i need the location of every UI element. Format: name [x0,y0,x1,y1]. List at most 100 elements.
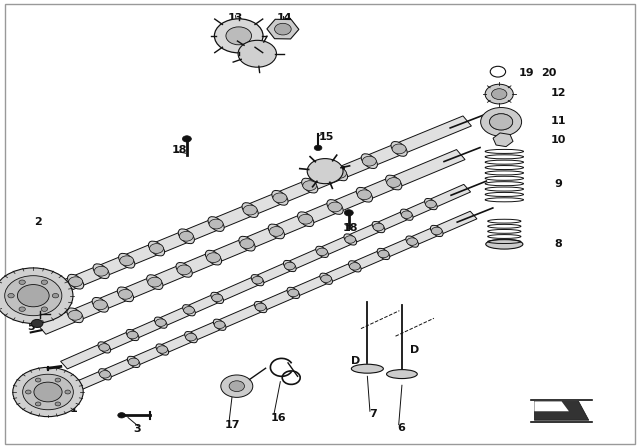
Text: 6: 6 [397,423,405,433]
Text: 11: 11 [550,116,566,126]
Circle shape [212,294,223,302]
Ellipse shape [327,200,343,214]
Circle shape [35,402,41,406]
Ellipse shape [242,202,258,217]
Circle shape [156,319,166,327]
Circle shape [41,280,47,284]
Ellipse shape [301,178,318,193]
Circle shape [426,200,436,208]
Circle shape [68,277,83,287]
Circle shape [55,378,61,382]
Circle shape [13,367,83,417]
Circle shape [55,402,61,406]
Ellipse shape [182,305,195,316]
Circle shape [226,27,252,45]
Circle shape [209,219,223,229]
Circle shape [314,145,322,151]
Polygon shape [534,401,589,420]
Text: D: D [410,345,419,355]
Text: 4: 4 [27,310,35,319]
Circle shape [275,23,291,35]
Circle shape [317,248,328,256]
Circle shape [373,224,384,231]
Text: 15: 15 [319,132,334,142]
Text: 12: 12 [550,88,566,98]
Text: 14: 14 [332,166,347,176]
Circle shape [284,262,295,270]
Circle shape [307,159,343,184]
Circle shape [344,210,353,216]
Ellipse shape [361,154,378,168]
Ellipse shape [148,241,164,256]
Circle shape [240,239,254,249]
Text: D: D [351,356,360,366]
Circle shape [26,390,31,394]
Text: 18: 18 [172,145,187,155]
Ellipse shape [178,229,195,244]
Circle shape [214,321,225,328]
Circle shape [8,293,14,298]
Text: 8: 8 [554,239,562,249]
Ellipse shape [176,263,192,277]
Ellipse shape [486,239,523,249]
Circle shape [65,390,70,394]
Circle shape [431,227,442,235]
Polygon shape [61,185,470,369]
Circle shape [118,289,132,299]
Circle shape [229,381,244,392]
Ellipse shape [332,166,348,181]
Circle shape [179,231,193,241]
Ellipse shape [372,221,385,233]
Ellipse shape [316,246,328,258]
Ellipse shape [349,261,361,272]
Ellipse shape [254,302,267,313]
Ellipse shape [67,308,83,323]
Circle shape [243,205,257,215]
Ellipse shape [127,356,140,367]
Text: 7: 7 [369,409,377,419]
Ellipse shape [406,236,419,247]
Circle shape [120,256,134,266]
Circle shape [118,413,125,418]
Ellipse shape [156,344,168,355]
Ellipse shape [344,234,356,245]
Circle shape [288,289,299,297]
Ellipse shape [211,292,223,303]
Ellipse shape [117,287,134,302]
Ellipse shape [118,254,135,268]
Circle shape [485,84,513,104]
Ellipse shape [431,225,443,237]
Circle shape [19,307,26,311]
Circle shape [94,266,108,276]
Text: 2: 2 [35,217,42,227]
Circle shape [345,236,356,243]
Wedge shape [481,108,522,136]
Text: 1: 1 [70,404,77,414]
Ellipse shape [287,287,300,298]
Circle shape [93,300,108,310]
Circle shape [407,238,417,246]
Circle shape [269,227,284,237]
Circle shape [328,202,342,212]
Text: 9: 9 [554,179,562,189]
Ellipse shape [356,187,372,202]
Ellipse shape [185,332,197,343]
Circle shape [303,181,317,190]
Circle shape [182,136,191,142]
Ellipse shape [205,250,221,265]
Text: 19: 19 [518,68,534,78]
Ellipse shape [98,342,111,353]
Circle shape [19,280,26,284]
Ellipse shape [154,317,167,328]
Circle shape [207,253,220,263]
Ellipse shape [99,369,111,380]
Polygon shape [61,211,477,396]
Circle shape [0,268,73,323]
Ellipse shape [126,329,139,340]
Ellipse shape [147,275,163,289]
Circle shape [31,319,43,327]
Circle shape [387,177,401,187]
Circle shape [492,89,507,99]
Circle shape [221,375,253,397]
Ellipse shape [93,264,109,279]
